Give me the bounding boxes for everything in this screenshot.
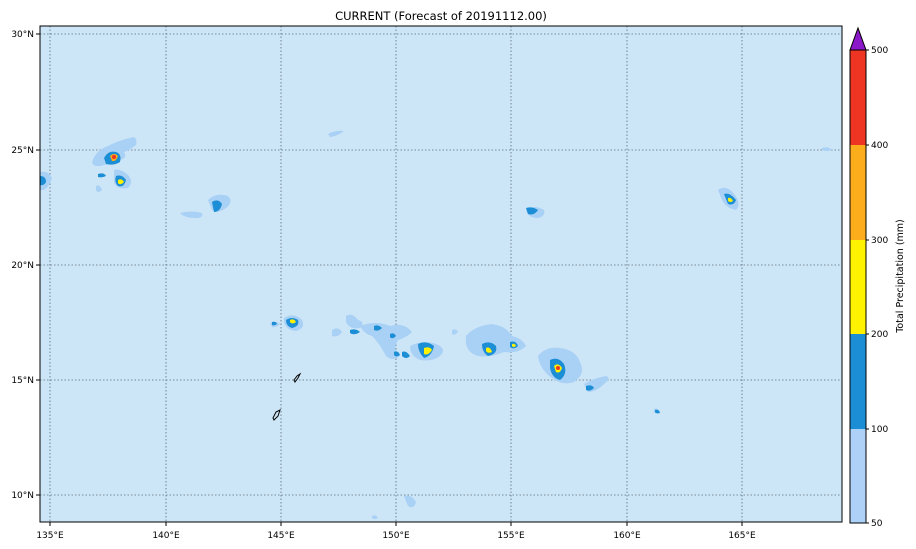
map-frame (39, 25, 843, 523)
colorbar-segment (850, 50, 866, 145)
colorbar-tick-label: 50 (871, 519, 883, 529)
lon-tick-label: 165°E (728, 531, 756, 541)
colorbar-tick-label: 400 (871, 141, 888, 151)
tick-marks (36, 33, 743, 526)
graticule (40, 26, 842, 522)
lon-tick-labels: 135°E 140°E 145°E 150°E 155°E 160°E 165°… (36, 531, 756, 541)
colorbar-tick-label: 500 (871, 46, 888, 56)
lon-tick-label: 145°E (267, 531, 295, 541)
colorbar-segment (850, 334, 866, 429)
island-outlines (272, 372, 302, 421)
lat-tick-label: 15°N (11, 376, 34, 386)
precip-heavy-cores (110, 154, 733, 373)
lon-tick-label: 155°E (497, 531, 525, 541)
colorbar-over-triangle (849, 26, 867, 51)
colorbar-label: Total Precipitation (mm) (895, 219, 906, 334)
lat-tick-label: 10°N (11, 491, 34, 501)
colorbar: 50 100 200 300 400 500 Total Precipitati… (849, 26, 906, 529)
lat-tick-label: 20°N (11, 261, 34, 271)
lon-tick-label: 160°E (613, 531, 641, 541)
lat-tick-labels: 10°N 15°N 20°N 25°N 30°N (11, 30, 34, 501)
colorbar-frame (849, 49, 867, 524)
colorbar-tick-label: 200 (871, 330, 888, 340)
colorbar-tick-label: 100 (871, 425, 888, 435)
lat-tick-label: 30°N (11, 30, 34, 40)
map-title: CURRENT (Forecast of 20191112.00) (335, 9, 547, 23)
map-background (40, 26, 842, 522)
colorbar-tick-label: 300 (871, 236, 888, 246)
lon-tick-label: 140°E (152, 531, 180, 541)
colorbar-segment (850, 145, 866, 240)
lon-tick-label: 135°E (36, 531, 64, 541)
lon-tick-label: 150°E (382, 531, 410, 541)
colorbar-segment (850, 240, 866, 334)
colorbar-segment (850, 429, 866, 523)
lat-tick-label: 25°N (11, 146, 34, 156)
